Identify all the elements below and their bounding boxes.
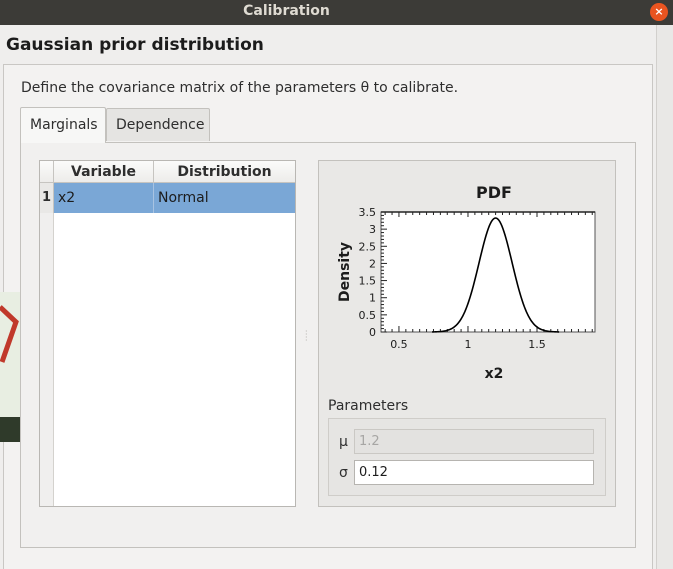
chart-title: PDF xyxy=(476,183,512,202)
x-tick-label: 1 xyxy=(464,338,471,351)
tab-dependence[interactable]: Dependence xyxy=(106,108,210,141)
column-header-variable[interactable]: Variable xyxy=(54,161,154,183)
page-title: Gaussian prior distribution xyxy=(6,35,264,55)
y-tick-label: 0.5 xyxy=(359,309,377,322)
x-tick-label: 1.5 xyxy=(528,338,546,351)
variables-table[interactable]: Variable Distribution 1 x2 Normal xyxy=(39,160,296,507)
y-tick-label: 0 xyxy=(369,326,376,339)
mu-label: μ xyxy=(339,434,348,450)
y-tick-label: 2.5 xyxy=(359,240,377,253)
table-corner-header xyxy=(40,161,54,183)
pdf-chart: PDF Density x2 0 0.5 1 1.5 2 2.5 3 3.5 0.5 1 1.5 xyxy=(337,183,596,382)
column-header-distribution[interactable]: Distribution xyxy=(154,161,295,183)
close-window-button[interactable]: × xyxy=(650,3,668,21)
window-edge xyxy=(656,25,673,569)
background-window-thumbnail xyxy=(0,292,20,442)
row-header[interactable]: 1 xyxy=(40,183,54,213)
sigma-label: σ xyxy=(339,465,348,481)
y-tick-label: 2 xyxy=(369,257,376,270)
y-tick-label: 3 xyxy=(369,223,376,236)
window-title: Calibration xyxy=(243,3,330,19)
y-ticks: 0 0.5 1 1.5 2 2.5 3 3.5 xyxy=(359,206,387,339)
x-axis-label: x2 xyxy=(485,366,504,382)
x-ticks: 0.5 1 1.5 xyxy=(384,212,593,351)
x-tick-label: 0.5 xyxy=(390,338,408,351)
y-tick-label: 1 xyxy=(369,292,376,305)
row-header-area xyxy=(40,213,54,506)
thumbnail-graphic xyxy=(0,292,20,442)
y-tick-label: 3.5 xyxy=(359,206,377,219)
y-tick-label: 1.5 xyxy=(359,275,377,288)
sigma-input[interactable]: 0.12 xyxy=(354,460,594,485)
variable-cell[interactable]: x2 xyxy=(54,183,154,213)
pdf-curve xyxy=(432,217,560,333)
mu-input: 1.2 xyxy=(354,429,594,454)
parameters-label: Parameters xyxy=(328,398,409,414)
plot-area xyxy=(380,211,596,333)
window-titlebar: Calibration × xyxy=(0,0,673,25)
table-row[interactable]: x2 Normal xyxy=(54,183,295,213)
y-axis-label: Density xyxy=(337,242,353,302)
distribution-cell[interactable]: Normal xyxy=(158,190,209,206)
page-description: Define the covariance matrix of the para… xyxy=(21,80,459,96)
tab-marginals[interactable]: Marginals xyxy=(20,107,106,143)
splitter-handle[interactable]: · · · · xyxy=(305,327,308,345)
